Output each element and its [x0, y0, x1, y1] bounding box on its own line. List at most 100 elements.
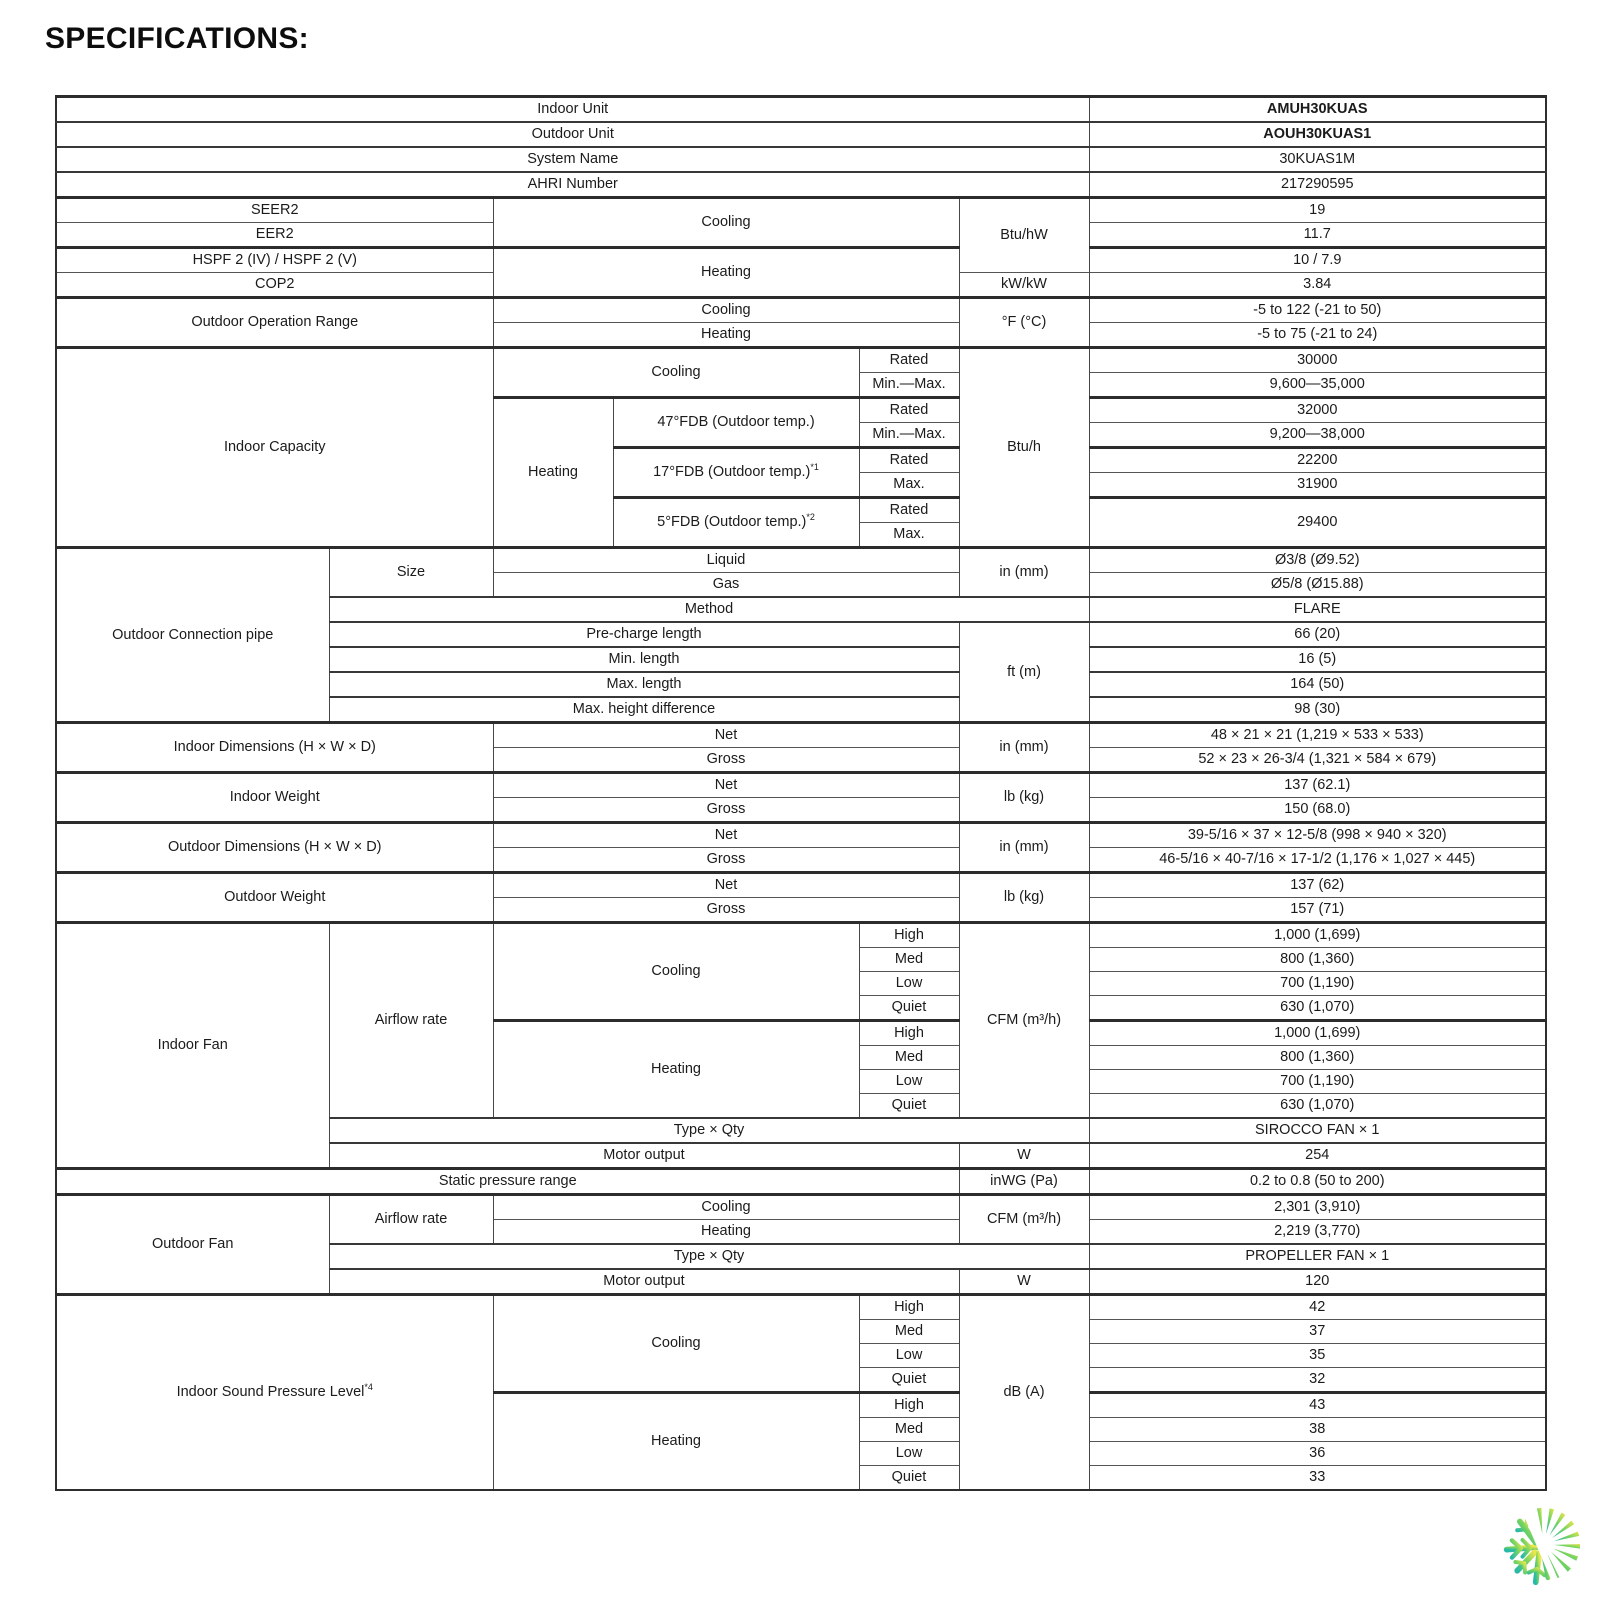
- spec-cell: Med: [858, 1045, 960, 1070]
- spec-cell: High: [858, 1019, 960, 1046]
- table-row: System Name 30KUAS1M: [55, 146, 1547, 172]
- table-row: Gross 157 (71): [56, 897, 1547, 923]
- sun-ray: [1546, 1508, 1555, 1535]
- cell-text: Outdoor Dimensions (H × W × D): [167, 839, 382, 856]
- table-row: Heating -5 to 75 (-21 to 24): [56, 322, 1547, 348]
- table-row: Low 36: [56, 1441, 1547, 1466]
- cell-text: 800 (1,360): [1280, 951, 1355, 968]
- cell-text: 17°FDB (Outdoor temp.): [653, 464, 811, 481]
- table-row: Motor output W 254: [56, 1142, 1547, 1169]
- spec-cell: Motor output: [328, 1142, 960, 1169]
- spec-cell: 42: [1088, 1293, 1547, 1320]
- cell-text: Gross: [706, 751, 746, 768]
- spec-cell: Indoor Capacity: [55, 346, 494, 548]
- spec-cell: Outdoor Dimensions (H × W × D): [55, 821, 494, 873]
- cell-text: Low: [895, 1073, 923, 1090]
- cell-text: 700 (1,190): [1280, 1073, 1355, 1090]
- table-row: Outdoor Unit AOUH30KUAS1: [55, 121, 1547, 147]
- cell-text: Liquid: [706, 552, 746, 569]
- cell-text: CFM (m³/h): [986, 1012, 1062, 1029]
- cell-text: Type × Qty: [673, 1248, 745, 1265]
- cell-text: Med: [894, 1049, 924, 1066]
- spec-cell: 2,301 (3,910): [1088, 1193, 1547, 1220]
- cell-text: Min.—Max.: [872, 426, 946, 443]
- table-row: Type × Qty SIROCCO FAN × 1: [56, 1117, 1547, 1143]
- spec-cell: ft (m): [958, 621, 1090, 723]
- table-row: COP2 kW/kW 3.84: [55, 272, 1547, 298]
- spec-cell: kW/kW: [958, 272, 1090, 298]
- cell-text: Btu/h: [1007, 439, 1041, 456]
- spec-cell: Gas: [492, 572, 960, 597]
- cell-text: 3.84: [1303, 276, 1332, 293]
- cell-text: 32: [1309, 1371, 1326, 1388]
- spec-cell: 157 (71): [1088, 897, 1547, 923]
- spec-cell: Med: [858, 1417, 960, 1442]
- spec-cell: W: [958, 1142, 1090, 1169]
- spec-cell: Gross: [492, 747, 960, 773]
- cell-text: Max.: [893, 526, 925, 543]
- spec-cell: Static pressure range: [55, 1167, 960, 1195]
- table-row: Quiet 32: [56, 1367, 1547, 1393]
- outdoor-unit-model: AOUH30KUAS1: [1088, 121, 1547, 147]
- cell-text: Gross: [706, 851, 746, 868]
- cell-text: Low: [895, 975, 923, 992]
- table-row: Heating 2,219 (3,770): [56, 1219, 1547, 1244]
- spec-cell: Cooling: [492, 921, 860, 1021]
- table-row: Heating High 1,000 (1,699): [56, 1019, 1547, 1118]
- cell-text: 38: [1309, 1421, 1326, 1438]
- table-row: Outdoor Fan Airflow rate Cooling CFM (m³/h)…: [55, 1193, 1547, 1295]
- cell-text: 11.7: [1303, 226, 1331, 243]
- cell-text: Quiet: [891, 1469, 927, 1486]
- table-row: Med 37: [56, 1319, 1547, 1344]
- sun-ray: [1553, 1548, 1579, 1561]
- spec-cell: 630 (1,070): [1088, 1093, 1547, 1118]
- cell-text: 9,200—38,000: [1269, 426, 1365, 443]
- spec-cell: 98 (30): [1088, 696, 1547, 723]
- spec-cell: dB (A): [958, 1293, 1090, 1490]
- spec-cell: CFM (m³/h): [958, 1193, 1090, 1244]
- cell-text: Airflow rate: [374, 1211, 448, 1228]
- cell-text: Min. length: [608, 651, 680, 668]
- cell-text: 10 / 7.9: [1293, 252, 1342, 269]
- spec-cell: Min.—Max.: [858, 422, 960, 448]
- cell-text: Heating: [701, 1223, 751, 1240]
- spec-cell: Quiet: [858, 1367, 960, 1393]
- spec-cell: Cooling: [492, 346, 860, 398]
- cell-text: 630 (1,070): [1280, 1097, 1355, 1114]
- table-row: 5°FDB (Outdoor temp.)*2 Rated 29400: [56, 496, 1547, 548]
- cell-text: lb (kg): [1003, 889, 1045, 906]
- spec-cell: Med: [858, 1319, 960, 1344]
- spec-cell: Rated: [858, 496, 960, 523]
- spec-cell: Max. height difference: [328, 696, 960, 723]
- spec-cell: 3.84: [1088, 272, 1547, 298]
- cell-text: Gas: [712, 576, 740, 593]
- spec-cell: 22200: [1088, 446, 1547, 473]
- cell-text: HSPF 2 (IV) / HSPF 2 (V): [192, 252, 357, 269]
- table-row: Low 700 (1,190): [56, 1069, 1547, 1094]
- ahri-number-value: 217290595: [1088, 171, 1547, 198]
- table-row: Indoor Unit AMUH30KUAS: [55, 95, 1547, 122]
- cell-text: Med: [894, 1421, 924, 1438]
- table-row: Max. height difference 98 (30): [56, 696, 1547, 723]
- table-row: Motor output W 120: [56, 1268, 1547, 1295]
- cell-text: Outdoor Weight: [224, 889, 326, 906]
- spec-cell: Liquid: [492, 546, 960, 573]
- cell-superscript: *1: [810, 462, 819, 473]
- table-row: Pre-charge length ft (m) 66 (20): [56, 621, 1547, 723]
- cell-superscript: *4: [364, 1382, 373, 1393]
- table-row: Outdoor Operation Range Cooling °F (°C) -5 …: [55, 296, 1547, 348]
- spec-cell: Net: [492, 771, 960, 798]
- spec-cell: 164 (50): [1088, 671, 1547, 697]
- spec-cell: EER2: [55, 222, 494, 248]
- cell-text: -5 to 75 (-21 to 24): [1257, 326, 1378, 343]
- table-row: Indoor Weight Net lb (kg) 137 (62.1): [55, 771, 1547, 823]
- cell-text: Motor output: [603, 1147, 685, 1164]
- spec-cell: COP2: [55, 272, 494, 298]
- spec-cell: 9,600—35,000: [1088, 372, 1547, 398]
- cell-text: 52 × 23 × 26-3/4 (1,321 × 584 × 679): [1198, 751, 1437, 768]
- spec-cell: Net: [492, 721, 960, 748]
- spec-cell: 48 × 21 × 21 (1,219 × 533 × 533): [1088, 721, 1547, 748]
- cell-text: AOUH30KUAS1: [1263, 126, 1372, 143]
- table-row: 17°FDB (Outdoor temp.)*1 Rated 22200: [56, 446, 1547, 498]
- cell-text: 137 (62): [1290, 877, 1345, 894]
